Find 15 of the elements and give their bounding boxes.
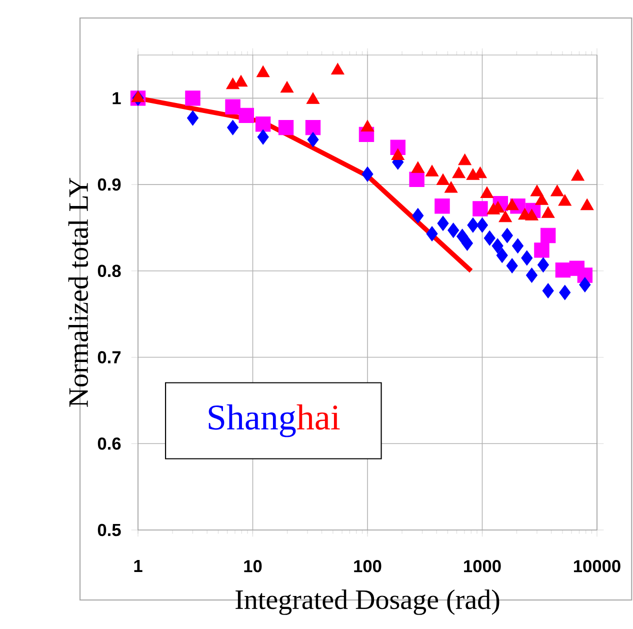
x-tick-label: 1 [134, 560, 142, 572]
x-axis-title: Integrated Dosage (rad) [236, 589, 500, 615]
x-tick-label: 10 [244, 560, 262, 572]
y-tick-label: 0.8 [98, 264, 121, 278]
x-tick-label: 1000 [464, 560, 501, 572]
y-tick-label: 0.5 [98, 524, 121, 536]
y-tick-label: 0.9 [98, 178, 121, 191]
y-tick-label: 0.6 [98, 437, 121, 450]
text: Shang [208, 404, 296, 438]
y-axis-title: Normalized total LY [68, 178, 88, 407]
x-tick-label: 100 [354, 560, 382, 572]
y-tick-label: 1 [112, 92, 121, 104]
x-tick-label: 10000 [574, 560, 620, 572]
text: hai [296, 404, 340, 430]
y-tick-label: 0.7 [98, 351, 121, 364]
